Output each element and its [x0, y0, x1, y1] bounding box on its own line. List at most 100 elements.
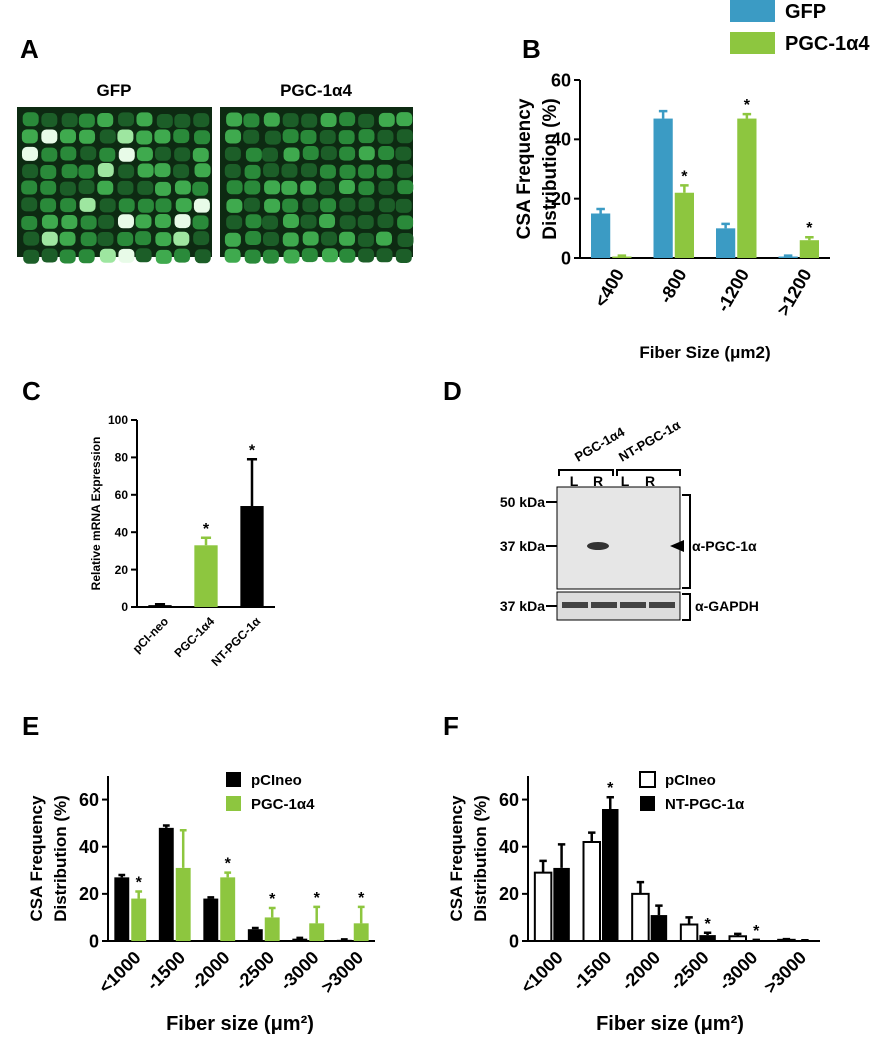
- fiber-cell: [97, 113, 113, 127]
- fiber-cell: [397, 215, 413, 229]
- fiber-cell: [321, 113, 337, 127]
- legend-swatch: [730, 32, 775, 54]
- bar: [737, 119, 756, 258]
- y-tick-label: 40: [115, 525, 129, 539]
- fiber-cell: [262, 148, 278, 162]
- fiber-cell: [397, 129, 413, 143]
- fiber-cell: [300, 181, 316, 195]
- x-tick-label: -3000: [276, 947, 323, 994]
- y-axis-label: Distribution (%): [51, 795, 70, 922]
- fiber-cell: [41, 129, 57, 143]
- y-tick-label: 40: [499, 837, 519, 857]
- fiber-cell: [282, 199, 298, 213]
- fiber-cell: [97, 181, 113, 195]
- image-title: PGC-1α4: [280, 81, 352, 100]
- legend-swatch: [730, 0, 775, 22]
- fiber-cell: [377, 165, 393, 179]
- bar: [203, 899, 218, 941]
- fiber-cell: [80, 146, 96, 160]
- fiber-cell: [155, 182, 171, 196]
- bar: [716, 228, 735, 258]
- fiber-cell: [98, 163, 114, 177]
- fiber-cell: [358, 164, 374, 178]
- x-tick-label: -2500: [666, 947, 713, 994]
- fiber-cell: [283, 113, 299, 127]
- bar: [265, 917, 280, 941]
- fiber-cell: [243, 130, 259, 144]
- error-bar: [743, 114, 752, 118]
- significance: *: [203, 521, 210, 538]
- fiber-cell: [301, 163, 317, 177]
- fiber-cell: [22, 129, 38, 143]
- fiber-cell: [396, 112, 412, 126]
- bar: [220, 877, 235, 941]
- y-tick-label: 0: [121, 600, 128, 614]
- x-tick-label: >1200: [773, 265, 816, 319]
- fiber-cell: [78, 165, 94, 179]
- fiber-cell: [321, 232, 337, 246]
- x-tick-label: -800: [655, 265, 690, 306]
- fiber-cell: [339, 198, 355, 212]
- fiber-cell: [135, 231, 151, 245]
- x-axis-label: Fiber size (μm²): [596, 1013, 744, 1035]
- fiber-cell: [377, 130, 393, 144]
- fiber-cell: [136, 112, 152, 126]
- panel-label: F: [443, 711, 459, 741]
- fiber-cell: [322, 248, 338, 262]
- x-tick-label: <1000: [517, 947, 567, 997]
- error-bar: [247, 459, 257, 506]
- fiber-cell: [155, 232, 171, 246]
- fiber-cell: [175, 181, 191, 195]
- fiber-cell: [193, 148, 209, 162]
- bar: [159, 828, 174, 941]
- marker-tick: [546, 502, 557, 606]
- panel-label: D: [443, 376, 462, 406]
- fiber-cell: [193, 231, 209, 245]
- fiber-cell: [358, 129, 374, 143]
- error-bar: [269, 908, 276, 917]
- fiber-cell: [303, 231, 319, 245]
- fiber-cell: [194, 199, 210, 213]
- error-bar: [135, 892, 142, 899]
- bar: [800, 240, 819, 258]
- bar: [699, 935, 715, 941]
- fiber-cell: [320, 198, 336, 212]
- fiber-cell: [40, 165, 56, 179]
- fiber-cell: [119, 198, 135, 212]
- fiber-cell: [358, 114, 374, 128]
- fiber-cell: [41, 148, 57, 162]
- fiber-cell: [100, 198, 116, 212]
- fiber-cell: [226, 199, 242, 213]
- significance: *: [744, 97, 751, 114]
- fiber-cell: [119, 148, 135, 162]
- fiber-cell: [378, 146, 394, 160]
- legend-label: PGC-1α4: [785, 33, 870, 55]
- fiber-cell: [42, 249, 58, 263]
- error-bar: [180, 830, 187, 868]
- fiber-cell: [262, 215, 278, 229]
- fiber-cell: [339, 147, 355, 161]
- bracket: [682, 495, 690, 620]
- fiber-cell: [283, 129, 299, 143]
- y-tick-label: 60: [551, 70, 571, 90]
- fiber-cell: [339, 112, 355, 126]
- fiber-cell: [23, 112, 39, 126]
- fiber-cell: [136, 131, 152, 145]
- blot-band: [591, 602, 617, 608]
- fiber-cell: [339, 130, 355, 144]
- error-bar: [655, 906, 662, 915]
- fiber-cell: [60, 249, 76, 263]
- fiber-cell: [284, 148, 300, 162]
- fiber-cell: [340, 215, 356, 229]
- bar: [591, 214, 610, 259]
- bar: [114, 877, 129, 941]
- fiber-cell: [264, 180, 280, 194]
- fiber-cell: [263, 250, 279, 264]
- x-axis-label: Fiber Size (μm2): [639, 343, 770, 362]
- fiber-cell: [173, 232, 189, 246]
- bar: [354, 923, 369, 941]
- fiber-cell: [283, 214, 299, 228]
- fiber-cell: [397, 164, 413, 178]
- fiber-cell: [42, 215, 58, 229]
